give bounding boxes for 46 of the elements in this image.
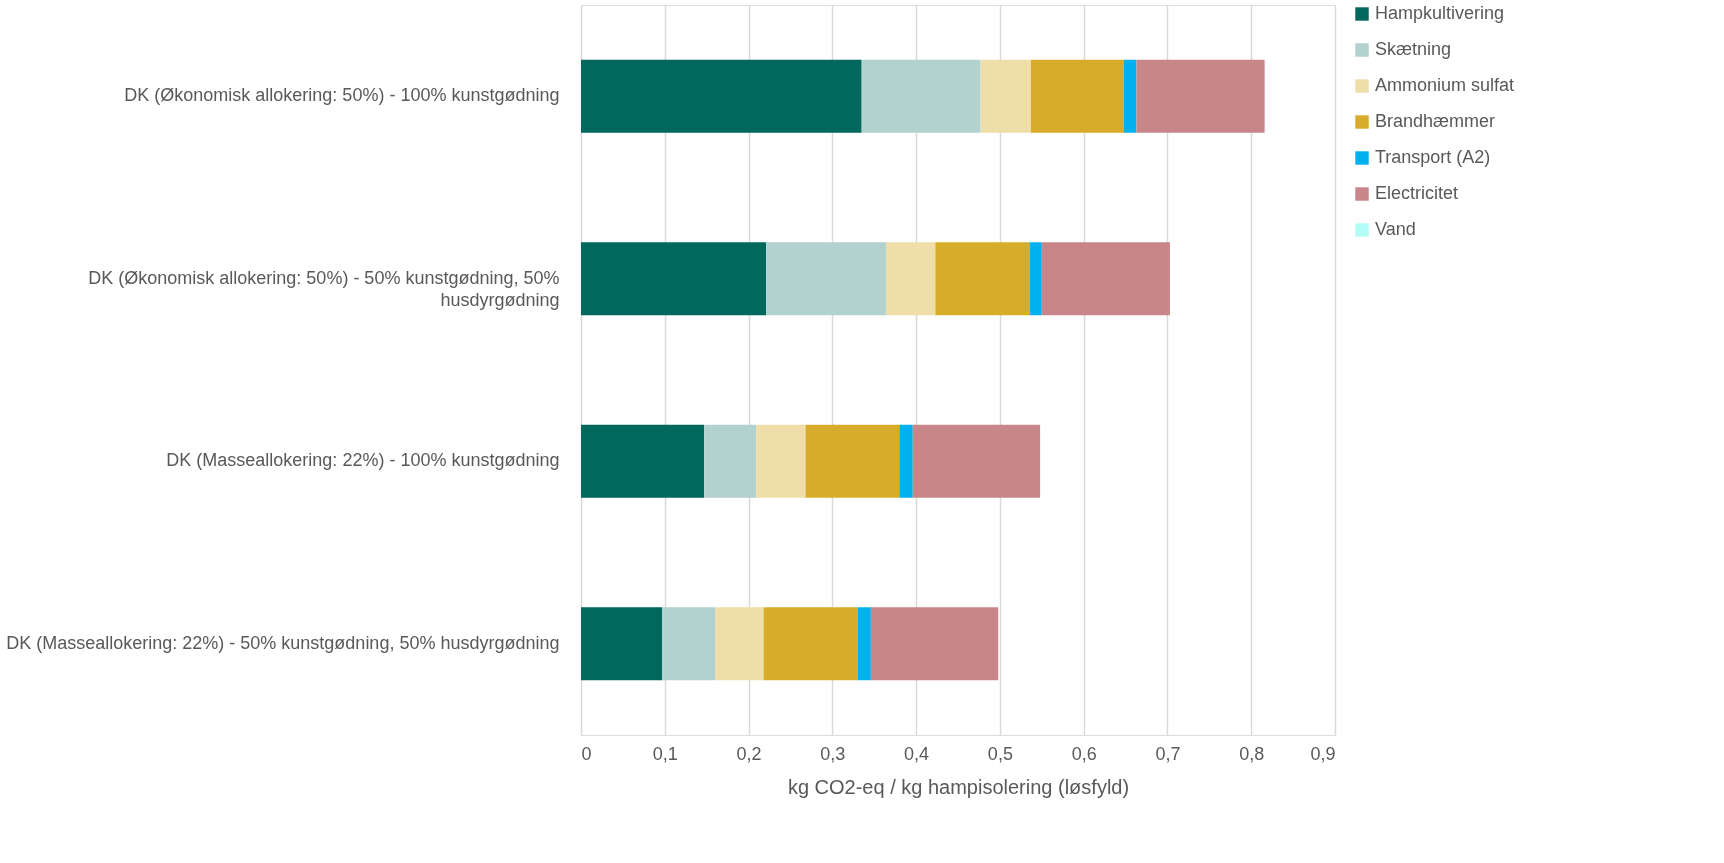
bar bbox=[1136, 59, 1265, 133]
bar bbox=[1030, 59, 1124, 133]
bar bbox=[861, 59, 981, 133]
bar bbox=[662, 607, 716, 681]
x-tick-label: 0,8 bbox=[1239, 743, 1265, 764]
x-axis-title: kg CO2-eq / kg hampisolering (løsfyld) bbox=[787, 775, 1130, 798]
bar bbox=[980, 59, 1031, 133]
bar bbox=[715, 607, 764, 681]
bar bbox=[1123, 59, 1137, 133]
bar bbox=[1041, 242, 1170, 316]
bar bbox=[805, 424, 900, 498]
bar bbox=[935, 242, 1031, 316]
x-tick-label: 0,3 bbox=[820, 743, 846, 764]
x-tick-label: 0,2 bbox=[736, 743, 762, 764]
y-tick-label: DK (Masseallokering: 22%) - 100% kunstgødning bbox=[166, 450, 560, 471]
x-tick-label: 0,7 bbox=[1155, 743, 1181, 764]
bar bbox=[704, 424, 757, 498]
legend-label: Brandhæmmer bbox=[1375, 111, 1496, 131]
x-tick-label: 0,1 bbox=[652, 743, 678, 764]
y-tick-label: DK (Masseallokering: 22%) - 50% kunstgødning, 50% husdyrgødning bbox=[6, 632, 560, 653]
legend-label: Hampkultivering bbox=[1375, 3, 1505, 23]
legend-label: Skætning bbox=[1375, 39, 1452, 59]
x-tick-label: 0,9 bbox=[1310, 743, 1336, 764]
legend-label: Electricitet bbox=[1375, 183, 1459, 203]
x-tick-label: 0,6 bbox=[1071, 743, 1097, 764]
bar bbox=[1030, 242, 1042, 316]
bar bbox=[912, 424, 1041, 498]
y-tick-label: DK (Økonomisk allokering: 50%) - 50% kunstgødning, 50% husdyrgødning bbox=[88, 267, 560, 310]
bar bbox=[581, 424, 705, 498]
bar bbox=[885, 242, 936, 316]
x-tick-label: 0 bbox=[581, 743, 592, 764]
x-tick-label: 0,5 bbox=[987, 743, 1013, 764]
bar bbox=[899, 424, 913, 498]
bar bbox=[763, 607, 858, 681]
bar bbox=[581, 607, 663, 681]
legend-label: Vand bbox=[1375, 219, 1416, 239]
bar bbox=[581, 59, 862, 133]
y-tick-label: DK (Økonomisk allokering: 50%) - 100% kunstgødning bbox=[124, 85, 560, 106]
bar bbox=[581, 242, 767, 316]
x-tick-label: 0,4 bbox=[904, 743, 930, 764]
legend-label: Ammonium sulfat bbox=[1375, 75, 1515, 95]
legend-label: Transport (A2) bbox=[1375, 147, 1491, 167]
bar bbox=[857, 607, 871, 681]
bar bbox=[766, 242, 886, 316]
bar bbox=[870, 607, 999, 681]
bar bbox=[756, 424, 806, 498]
